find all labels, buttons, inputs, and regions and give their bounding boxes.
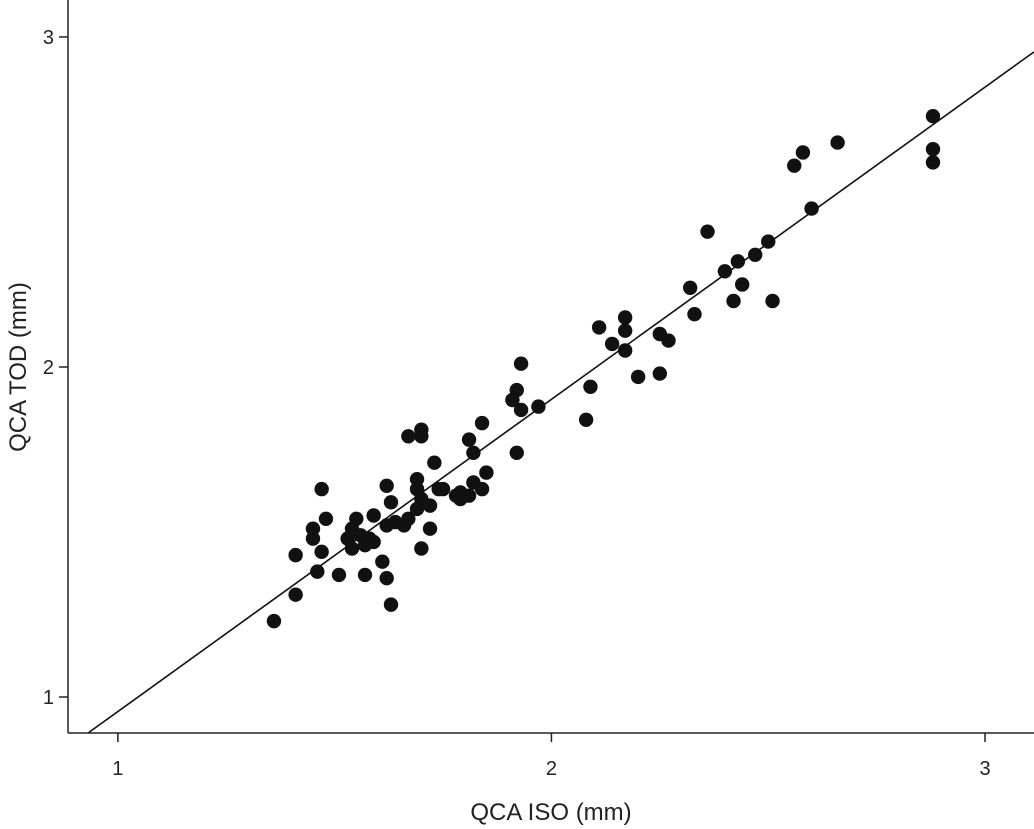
- data-point: [414, 541, 429, 556]
- data-point: [366, 508, 381, 523]
- data-point: [479, 465, 494, 480]
- data-point: [383, 495, 399, 510]
- data-point: [617, 323, 633, 338]
- data-point: [422, 521, 438, 536]
- y-tick-label: 3: [43, 27, 54, 49]
- data-point: [583, 379, 598, 394]
- data-point: [318, 511, 334, 527]
- data-point: [687, 306, 702, 322]
- data-point: [461, 432, 477, 447]
- data-point: [513, 402, 529, 418]
- data-point: [266, 613, 282, 629]
- data-point: [383, 597, 399, 612]
- data-point: [401, 429, 416, 444]
- data-point: [466, 445, 481, 461]
- y-tick-label: 1: [43, 687, 54, 709]
- data-point: [474, 415, 490, 431]
- data-point: [474, 481, 490, 497]
- regression-line: [87, 51, 1034, 734]
- data-point: [310, 564, 325, 579]
- x-axis-title: QCA ISO (mm): [470, 799, 631, 826]
- y-tick-label: 2: [43, 357, 54, 379]
- data-point: [314, 481, 329, 497]
- data-point: [682, 280, 698, 295]
- data-point: [578, 412, 594, 428]
- data-point: [401, 511, 416, 527]
- data-point: [804, 201, 819, 216]
- data-point: [305, 521, 321, 536]
- y-axis-title: QCA TOD (mm): [5, 282, 32, 452]
- data-point: [735, 277, 750, 292]
- data-point: [288, 547, 303, 563]
- data-point: [617, 310, 633, 325]
- data-point: [366, 534, 381, 550]
- data-point: [717, 264, 733, 279]
- data-point: [453, 485, 468, 500]
- data-point: [617, 343, 633, 358]
- x-tick-label: 3: [979, 758, 990, 780]
- data-point: [509, 445, 524, 461]
- data-point: [630, 369, 646, 385]
- data-point: [604, 336, 620, 352]
- data-point: [314, 544, 329, 560]
- data-point: [700, 224, 715, 239]
- data-point: [349, 511, 364, 527]
- points-layer: [266, 108, 941, 629]
- data-point: [414, 422, 429, 437]
- data-point: [379, 478, 394, 494]
- data-point: [509, 382, 524, 398]
- x-tick-label: 2: [546, 758, 557, 780]
- data-point: [305, 531, 321, 546]
- ticks-layer: 1 2 3 1 2 3: [43, 27, 991, 780]
- data-point: [925, 155, 941, 170]
- data-point: [379, 571, 394, 586]
- data-point: [513, 356, 529, 371]
- data-point: [787, 158, 802, 173]
- data-point: [726, 293, 741, 309]
- data-point: [375, 554, 390, 569]
- data-point: [531, 399, 546, 414]
- data-point: [409, 472, 425, 487]
- data-point: [591, 320, 607, 335]
- data-point: [422, 498, 438, 513]
- data-point: [830, 135, 845, 150]
- data-point: [652, 366, 668, 381]
- data-point: [427, 455, 442, 470]
- data-point: [331, 567, 347, 583]
- data-point: [357, 567, 373, 583]
- data-point: [288, 587, 303, 602]
- data-point: [748, 247, 763, 262]
- data-point: [925, 141, 941, 157]
- data-point: [925, 108, 941, 124]
- data-point: [435, 481, 451, 497]
- x-tick-label: 1: [112, 758, 123, 780]
- data-point: [795, 145, 811, 160]
- data-point: [730, 254, 746, 269]
- data-point: [765, 293, 780, 309]
- data-point: [661, 333, 676, 348]
